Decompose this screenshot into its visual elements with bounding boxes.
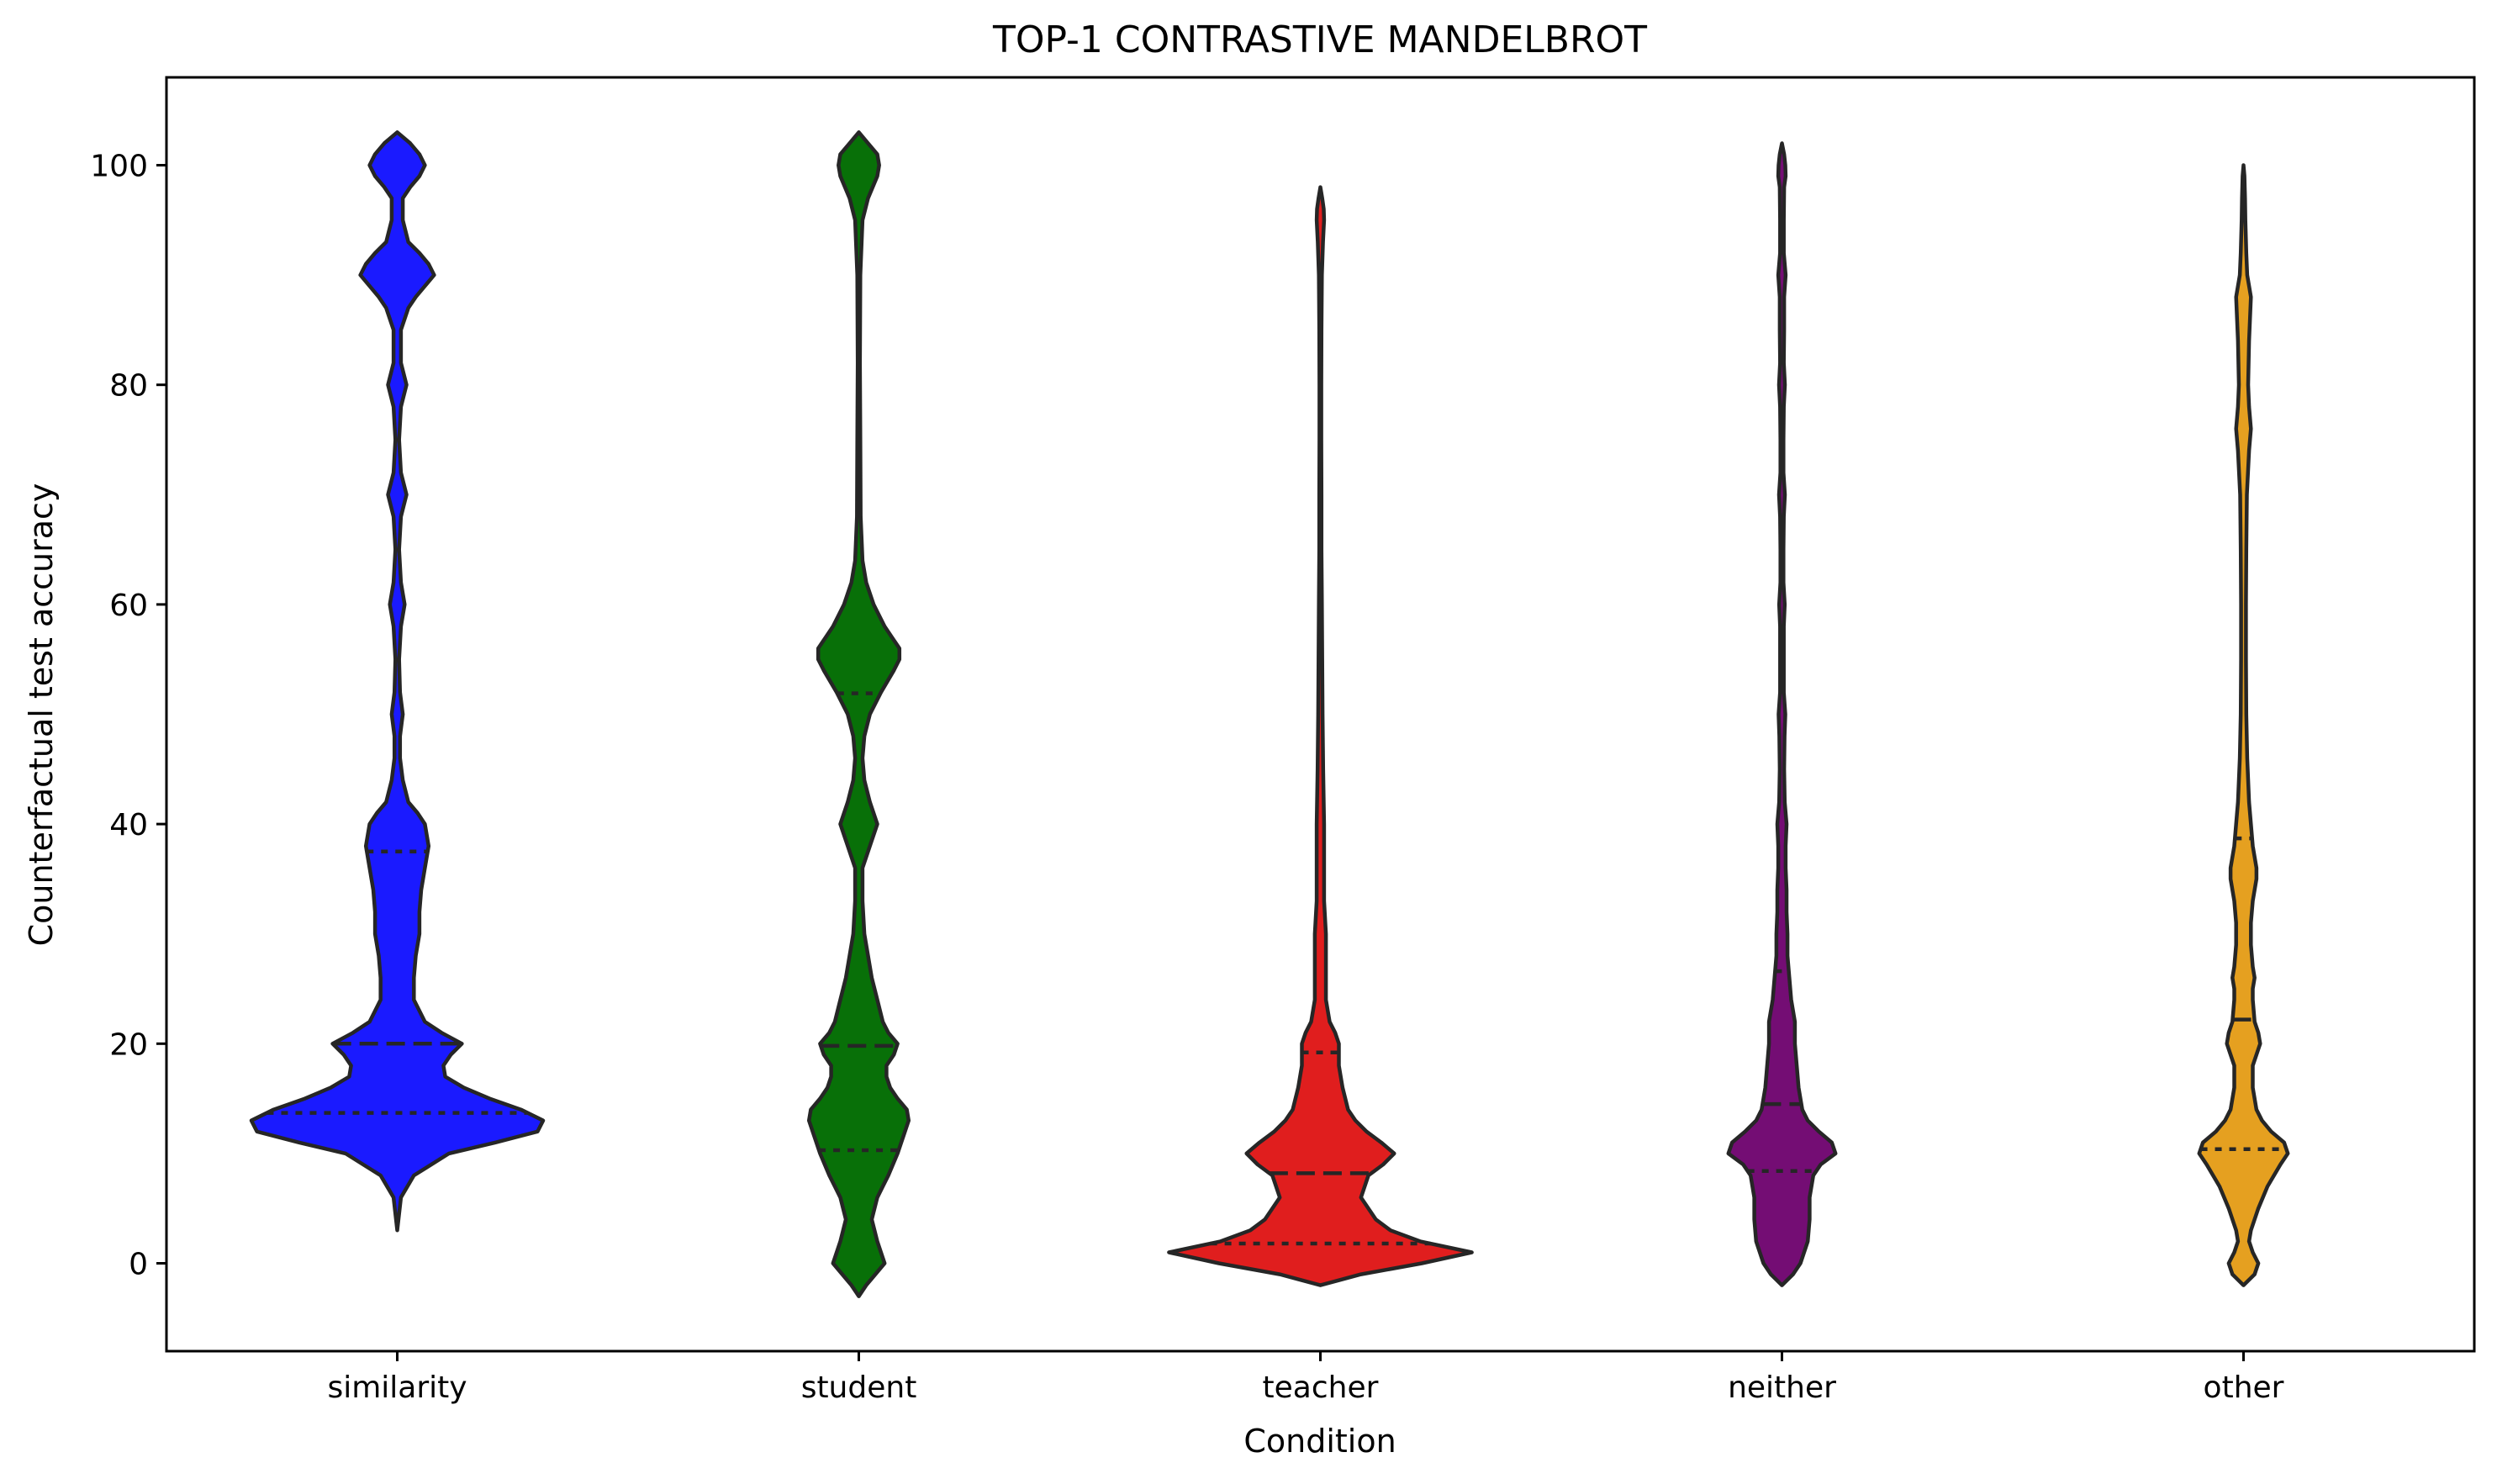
chart-title: TOP-1 CONTRASTIVE MANDELBROT [992, 18, 1647, 61]
x-tick-label-other: other [2204, 1370, 2284, 1405]
violin-group [249, 130, 2290, 1298]
y-tick-label: 60 [109, 589, 148, 623]
x-axis: similarity student teacher neither other [327, 1351, 2284, 1405]
violin-teacher [1167, 185, 1474, 1287]
x-tick-label-similarity: similarity [327, 1370, 467, 1405]
violin-similarity [249, 130, 546, 1233]
y-axis-label: Counterfactual test accuracy [23, 483, 60, 947]
violin-other [2197, 163, 2290, 1287]
y-tick-label: 20 [109, 1027, 148, 1062]
y-tick-label: 40 [109, 808, 148, 842]
x-tick-label-student: student [801, 1370, 917, 1405]
violin-student [806, 130, 911, 1298]
x-axis-label: Condition [1243, 1423, 1396, 1460]
y-tick-label: 0 [129, 1248, 148, 1282]
violin-neither [1726, 141, 1838, 1287]
x-tick-label-neither: neither [1728, 1370, 1836, 1405]
x-tick-label-teacher: teacher [1263, 1370, 1379, 1405]
plot-frame [165, 76, 2476, 1353]
y-tick-label: 100 [90, 149, 148, 183]
y-axis: 0 20 40 60 80 100 [90, 149, 166, 1282]
y-tick-label: 80 [109, 369, 148, 404]
